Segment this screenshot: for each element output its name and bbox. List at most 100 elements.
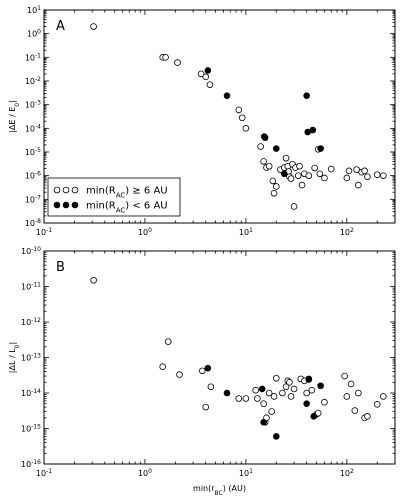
- data-point-open: [242, 395, 250, 402]
- data-point-open: [373, 171, 381, 178]
- x-axis-label: min(rBC) (AU): [193, 484, 246, 497]
- data-point-open: [254, 395, 261, 402]
- y-tick-label: 10-15: [21, 423, 41, 434]
- y-tick-label: 10-10: [21, 246, 41, 257]
- data-point-filled: [261, 134, 269, 142]
- legend-marker-filled: [71, 201, 79, 209]
- data-point-open: [355, 389, 362, 397]
- plot-frame: [43, 250, 396, 465]
- data-point-open: [361, 167, 368, 175]
- plot-frame: [43, 9, 396, 224]
- data-point-open: [238, 114, 246, 122]
- data-point-open: [311, 164, 318, 172]
- y-tick-label: 10-6: [25, 170, 41, 181]
- data-point-filled: [317, 382, 324, 390]
- y-tick-label: 10-14: [21, 388, 41, 399]
- y-tick-label: 10-8: [25, 218, 41, 229]
- y-axis-label: |ΔL / L0|: [8, 342, 21, 373]
- data-point-open: [197, 70, 205, 78]
- data-point-open: [265, 389, 273, 397]
- data-point-open: [321, 398, 328, 406]
- data-point-open: [207, 383, 215, 391]
- legend-label: min(RAC) ≥ 6 AU: [86, 186, 168, 200]
- data-point-open: [290, 203, 298, 210]
- data-point-filled: [260, 418, 267, 426]
- x-tick-label: 100: [138, 468, 152, 479]
- data-point-filled: [272, 433, 280, 440]
- data-point-open: [282, 383, 290, 391]
- panel-a: 10-1 100 101 102 10-8 10-7 10-6 10-5 10-4 10-3 10-…: [8, 5, 396, 238]
- data-point-open: [164, 338, 172, 345]
- data-point-open: [272, 183, 280, 190]
- data-point-open: [202, 73, 210, 81]
- data-point-open: [260, 158, 267, 165]
- data-point-filled: [204, 364, 212, 372]
- data-point-open: [290, 385, 298, 393]
- y-tick-label: 10-7: [25, 194, 41, 205]
- legend-marker-open: [62, 186, 70, 194]
- data-point-open: [353, 166, 360, 173]
- y-tick-label: 10-1: [25, 52, 41, 63]
- data-point-open: [364, 413, 371, 420]
- data-point-open: [298, 181, 306, 189]
- legend-label: min(RAC) < 6 AU: [86, 201, 168, 215]
- data-point-open: [364, 173, 371, 181]
- data-point-open: [235, 395, 243, 402]
- legend-marker-open: [71, 186, 79, 194]
- y-axis-label: |ΔE / E0|: [8, 100, 21, 133]
- data-point-open: [282, 154, 290, 162]
- data-point-open: [380, 393, 387, 400]
- legend-box: [47, 177, 181, 217]
- data-point-open: [286, 379, 293, 386]
- data-point-open: [162, 54, 169, 61]
- data-point-open: [345, 167, 353, 175]
- y-tick-label: 10-11: [21, 281, 41, 292]
- data-point-open: [347, 380, 355, 388]
- data-point-open: [265, 162, 273, 170]
- y-tick-label: 10-3: [25, 99, 41, 110]
- panel-label: A: [56, 19, 65, 34]
- data-point-filled: [204, 67, 212, 74]
- data-point-open: [202, 403, 210, 411]
- y-tick-label: 100: [27, 28, 41, 39]
- data-point-open: [272, 374, 280, 382]
- data-point-open: [343, 393, 351, 400]
- data-point-filled: [317, 145, 324, 152]
- legend-marker-open: [53, 186, 61, 194]
- data-point-open: [314, 409, 322, 417]
- data-point-open: [351, 407, 359, 414]
- data-point-open: [268, 408, 275, 415]
- data-point-open: [296, 162, 303, 170]
- x-tick-label: 100: [138, 227, 152, 238]
- data-point-open: [206, 81, 214, 88]
- panel-b: 10-1 100 101 102 10-16 10-15 10-14 10-13 10-12 10…: [8, 246, 396, 497]
- data-point-open: [270, 393, 278, 400]
- data-point-open: [308, 386, 316, 394]
- data-point-filled: [258, 385, 266, 393]
- data-point-filled: [310, 413, 318, 420]
- data-point-filled: [303, 92, 310, 99]
- data-point-open: [294, 172, 302, 179]
- data-point-filled: [309, 126, 317, 134]
- data-point-open: [279, 389, 286, 397]
- data-point-open: [269, 177, 277, 185]
- y-tick-label: 10-16: [21, 459, 41, 470]
- data-point-open: [341, 372, 348, 380]
- x-tick-label: 102: [340, 227, 354, 238]
- data-point-open: [373, 401, 381, 408]
- data-point-filled: [303, 400, 310, 407]
- panel-label: B: [56, 260, 65, 275]
- data-point-open: [305, 172, 313, 179]
- data-point-open: [316, 170, 324, 178]
- data-point-open: [270, 189, 278, 197]
- data-point-open: [90, 23, 97, 30]
- legend-marker-filled: [62, 201, 70, 209]
- y-tick-label: 10-12: [21, 317, 41, 328]
- data-point-open: [199, 367, 206, 375]
- legend-marker-filled: [53, 201, 61, 209]
- y-tick-label: 10-5: [25, 147, 41, 158]
- data-point-open: [257, 143, 264, 150]
- y-tick-label: 10-13: [21, 352, 41, 363]
- data-point-open: [176, 371, 183, 378]
- data-point-open: [260, 400, 267, 407]
